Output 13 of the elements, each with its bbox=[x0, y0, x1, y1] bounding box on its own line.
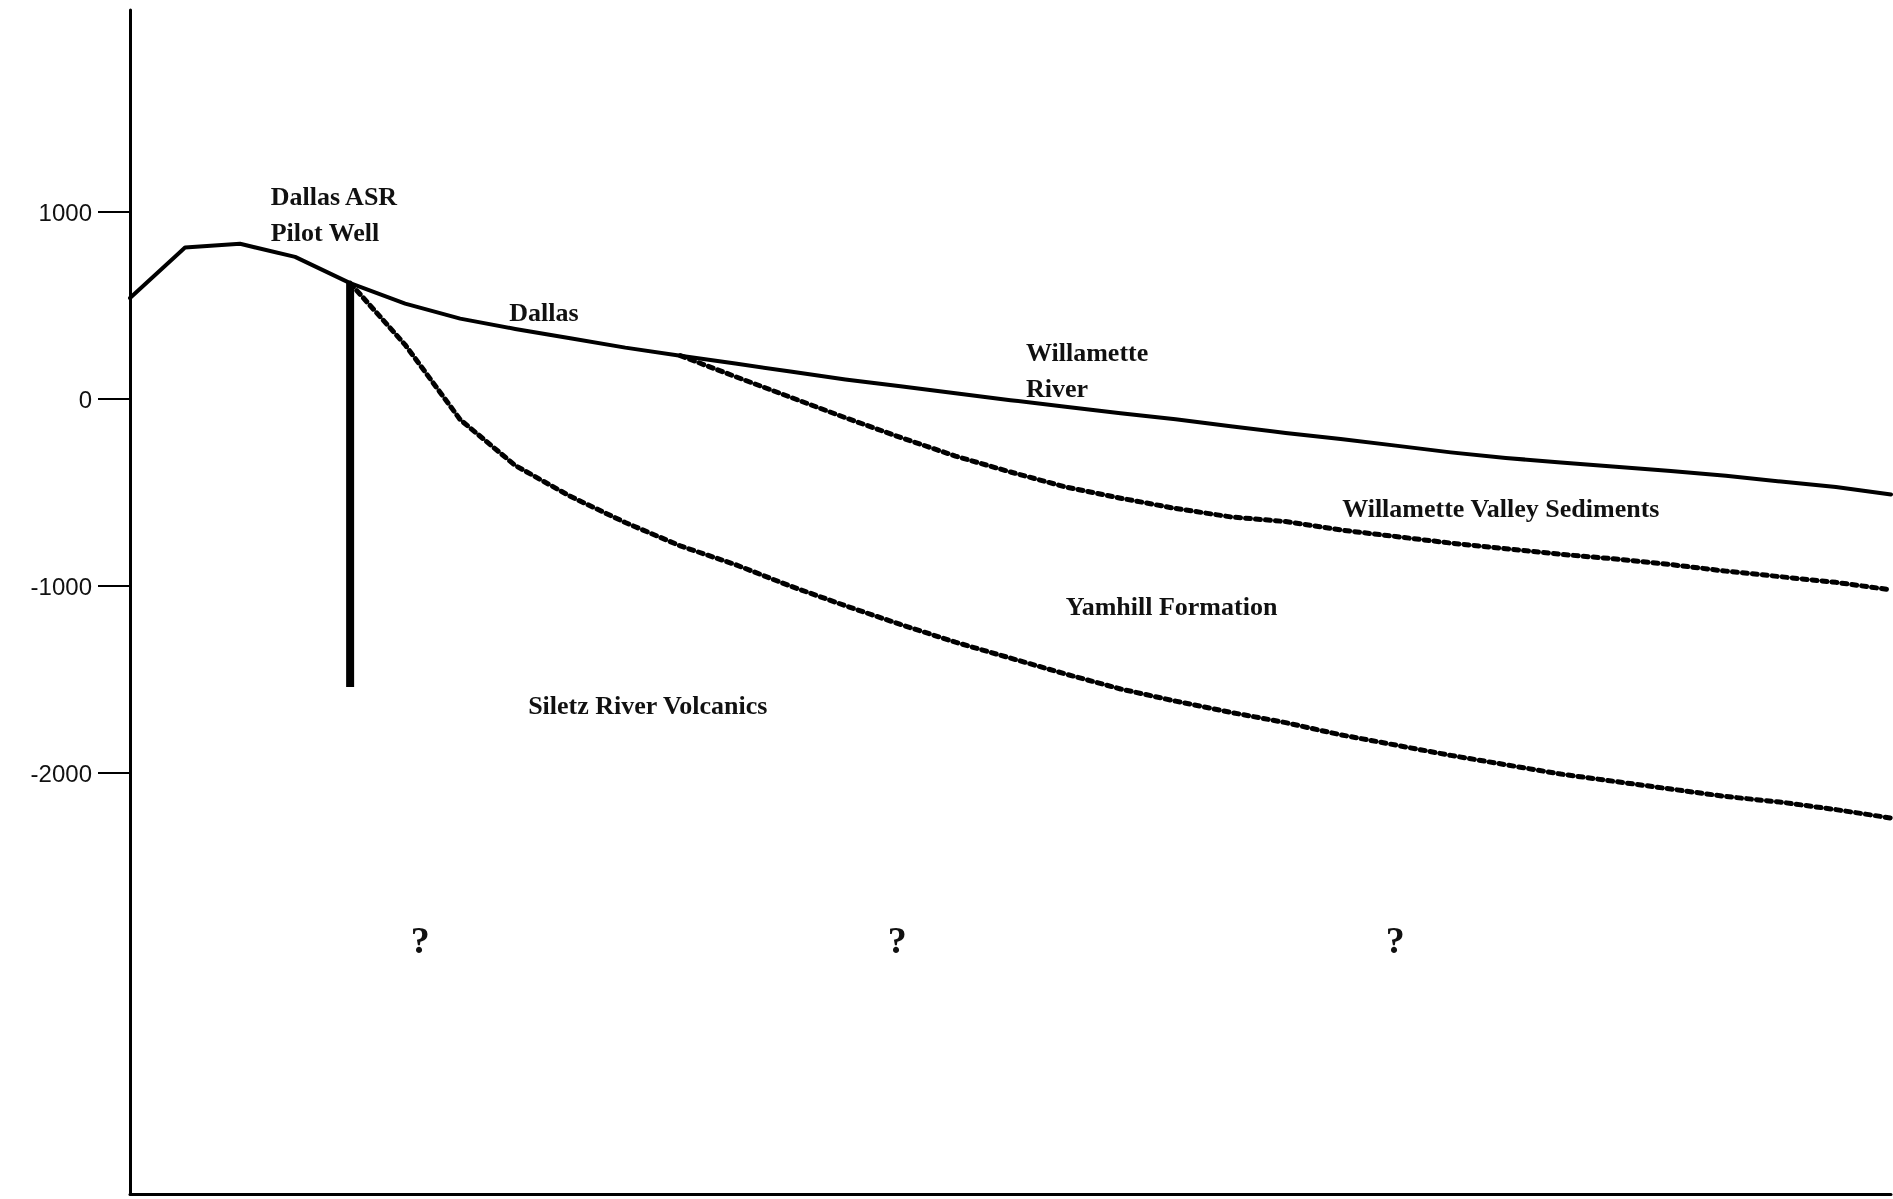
annotation: Siletz River Volcanics bbox=[528, 690, 768, 720]
annotation: Dallas bbox=[509, 298, 579, 328]
y-tick-label: 1000 bbox=[38, 198, 92, 226]
annotation: Willamette Valley Sediments bbox=[1342, 493, 1660, 523]
annotation: Willamette River bbox=[1026, 338, 1149, 404]
annotation: Yamhill Formation bbox=[1065, 592, 1278, 622]
y-tick-label: 0 bbox=[78, 385, 92, 413]
annotation: ? bbox=[1385, 918, 1405, 961]
y-tick-label: -1000 bbox=[30, 572, 92, 600]
y-tick-label: -2000 bbox=[30, 759, 92, 787]
annotation: ? bbox=[887, 918, 907, 961]
annotation: Dallas ASR Pilot Well bbox=[270, 182, 398, 248]
annotation: ? bbox=[410, 918, 430, 961]
